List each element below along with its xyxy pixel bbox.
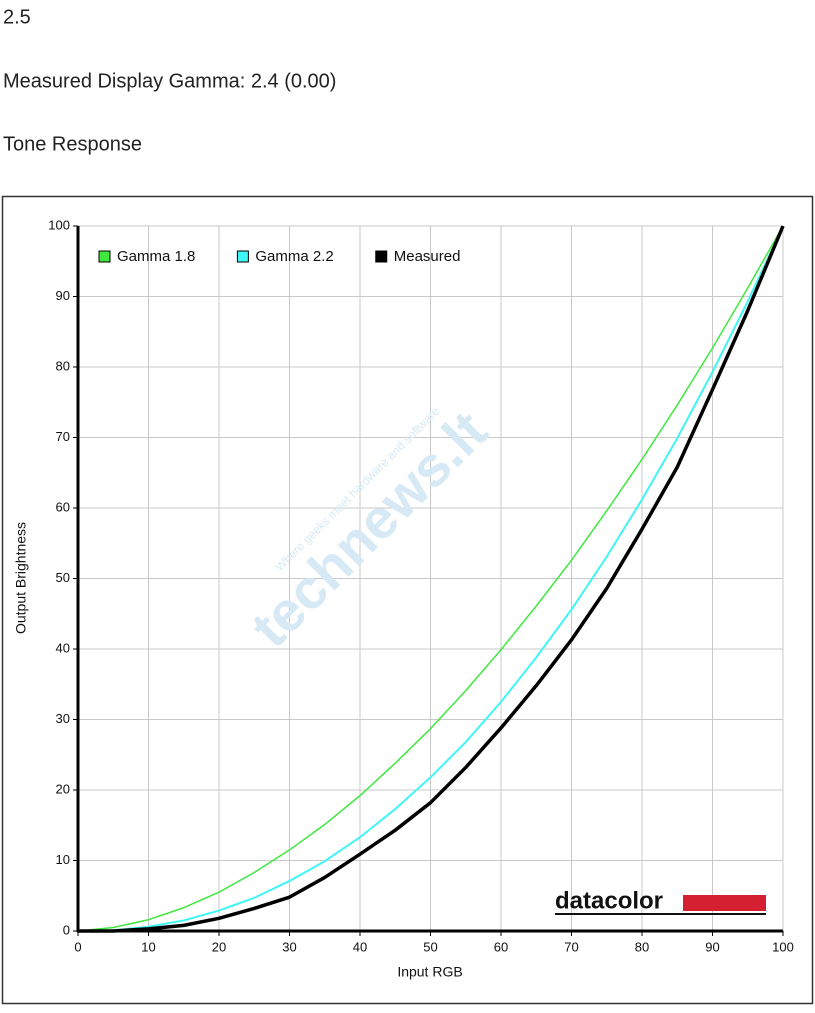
x-axis-label: Input RGB [397,964,462,980]
y-tick-label: 70 [56,429,70,444]
axes: 0 10 20 30 40 50 60 70 80 90 100 0 10 20 30 40 50 60 70 80 9… [48,217,794,954]
y-tick-label: 60 [56,499,70,514]
y-tick-label: 10 [56,852,70,867]
x-tick-label: 70 [564,939,578,954]
x-tick-label: 80 [635,939,649,954]
series-lines [77,225,785,933]
y-tick-label: 0 [63,922,70,937]
x-tick-label: 40 [353,939,367,954]
logo-bar [683,895,766,911]
section-title: Tone Response [3,133,142,155]
legend-swatch [236,250,249,263]
series-line [77,225,784,932]
legend: Gamma 1.8 Gamma 2.2 Measured [98,248,461,265]
x-tick-label: 0 [74,939,81,954]
legend-label: Gamma 1.8 [117,248,195,265]
legend-swatch [375,250,388,263]
y-tick-label: 40 [56,640,70,655]
legend-swatch [98,250,111,263]
x-tick-label: 60 [494,939,508,954]
y-tick-label: 100 [48,217,70,232]
heading: 2.5 [3,6,31,28]
x-tick-label: 30 [282,939,296,954]
series-line [77,225,784,932]
logo-text: datacolor [555,887,663,914]
chart-frame [1,195,814,1005]
logo: datacolor [555,887,766,915]
x-tick-label: 90 [705,939,719,954]
legend-label: Measured [394,248,461,265]
y-tick-label: 20 [56,781,70,796]
x-tick-label: 10 [141,939,155,954]
y-tick-label: 90 [56,288,70,303]
series-line [78,225,785,933]
y-tick-label: 30 [56,711,70,726]
y-axis-label: Output Brightness [13,522,29,634]
y-tick-label: 50 [56,570,70,585]
y-tick-label: 80 [56,358,70,373]
x-tick-label: 50 [423,939,437,954]
measured-gamma: Measured Display Gamma: 2.4 (0.00) [3,70,336,92]
x-tick-label: 20 [212,939,226,954]
legend-label: Gamma 2.2 [255,248,333,265]
x-tick-label: 100 [772,939,794,954]
